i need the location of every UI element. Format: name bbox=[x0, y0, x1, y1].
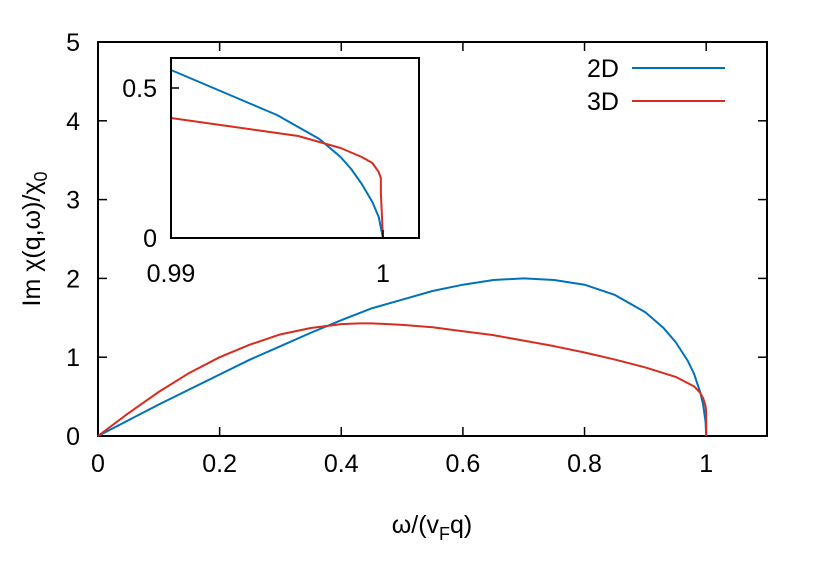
y-tick-label: 3 bbox=[66, 187, 80, 215]
y-tick-label: 4 bbox=[66, 108, 80, 136]
y-tick-label: 5 bbox=[66, 29, 80, 57]
x-axis-label-tail: q) bbox=[450, 511, 472, 539]
legend: 2D 3D bbox=[587, 55, 725, 116]
inset-series-line-2d bbox=[170, 69, 384, 239]
x-tick-label: 0.4 bbox=[324, 450, 359, 478]
x-tick-label: 0 bbox=[91, 450, 105, 478]
inset-x-tick-label: 0.99 bbox=[147, 260, 196, 288]
y-tick-label: 1 bbox=[66, 344, 80, 372]
x-tick-label: 0.6 bbox=[446, 450, 481, 478]
series-line-2d bbox=[97, 277, 708, 437]
inset-series-group bbox=[170, 69, 384, 239]
inset-axis-ticks: 0.99 1 0 0.5 bbox=[122, 75, 390, 288]
y-tick-label: 2 bbox=[66, 265, 80, 293]
x-axis-label-subscript: F bbox=[439, 524, 450, 544]
x-tick-label: 0.8 bbox=[567, 450, 602, 478]
legend-label-3d: 3D bbox=[587, 88, 619, 116]
series-line-3d bbox=[97, 322, 708, 437]
y-tick-label: 0 bbox=[66, 423, 80, 451]
x-tick-label: 1 bbox=[699, 450, 713, 478]
y-axis-label-subscript: 0 bbox=[31, 172, 51, 182]
main-plot-frame bbox=[97, 41, 768, 437]
x-axis-label: ω/(vFq) bbox=[392, 511, 473, 544]
y-axis-label: Im χ(q,ω)/χ0 bbox=[18, 172, 51, 307]
x-tick-label: 0.2 bbox=[202, 450, 237, 478]
main-axis-ticks: 0 0.2 0.4 0.6 0.8 1 0 1 2 3 4 5 bbox=[66, 29, 767, 478]
inset-y-tick-label: 0.5 bbox=[122, 75, 157, 103]
inset-x-tick-label: 1 bbox=[376, 260, 390, 288]
inset-plot-frame bbox=[170, 57, 420, 239]
inset-y-tick-label: 0 bbox=[143, 225, 157, 253]
main-series-group bbox=[97, 277, 708, 437]
legend-label-2d: 2D bbox=[587, 55, 619, 83]
inset-series-line-3d bbox=[170, 117, 384, 239]
